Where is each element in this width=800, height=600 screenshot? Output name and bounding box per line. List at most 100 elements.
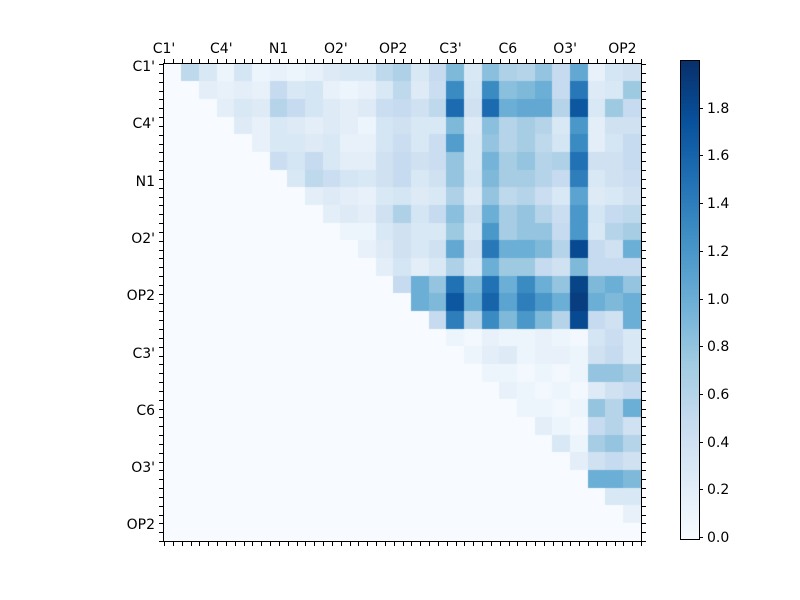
- tick-mark: [642, 108, 646, 109]
- tick-mark: [159, 338, 163, 339]
- tick-mark: [642, 356, 646, 357]
- tick-mark: [341, 542, 342, 546]
- y-tick-label: C6: [136, 402, 155, 419]
- tick-mark: [159, 435, 163, 436]
- tick-mark: [642, 329, 646, 330]
- tick-mark: [642, 462, 646, 463]
- tick-mark: [314, 59, 315, 63]
- x-tick-label: C3': [439, 41, 462, 57]
- tick-mark: [420, 542, 421, 546]
- tick-mark: [297, 59, 298, 63]
- y-tick-label: O3': [131, 460, 155, 477]
- tick-mark: [642, 205, 646, 206]
- tick-mark: [642, 391, 646, 392]
- y-tick-label: OP2: [126, 288, 155, 305]
- colorbar-tick-mark: [699, 155, 703, 156]
- x-tick-label: N1: [268, 41, 289, 57]
- tick-mark: [244, 542, 245, 546]
- tick-mark: [615, 542, 616, 546]
- tick-mark: [159, 126, 163, 127]
- colorbar-gradient: [681, 61, 699, 539]
- tick-mark: [526, 542, 527, 546]
- tick-mark: [517, 59, 518, 63]
- tick-mark: [159, 426, 163, 427]
- tick-mark: [159, 64, 163, 65]
- colorbar-tick-mark: [699, 394, 703, 395]
- tick-mark: [642, 232, 646, 233]
- tick-mark: [159, 285, 163, 286]
- tick-mark: [642, 409, 646, 410]
- tick-mark: [159, 400, 163, 401]
- x-tick-label: OP2: [608, 41, 637, 57]
- tick-mark: [438, 59, 439, 63]
- tick-mark: [159, 453, 163, 454]
- colorbar-tick-mark: [699, 251, 703, 252]
- tick-mark: [314, 542, 315, 546]
- tick-mark: [642, 197, 646, 198]
- tick-mark: [642, 214, 646, 215]
- tick-mark: [332, 542, 333, 546]
- tick-mark: [615, 59, 616, 63]
- tick-mark: [642, 364, 646, 365]
- x-tick-label: O3': [553, 41, 577, 57]
- y-tick-label: OP2: [126, 517, 155, 534]
- tick-mark: [623, 542, 624, 546]
- tick-mark: [562, 59, 563, 63]
- tick-mark: [159, 373, 163, 374]
- tick-mark: [473, 59, 474, 63]
- tick-mark: [642, 417, 646, 418]
- tick-mark: [270, 59, 271, 63]
- tick-mark: [159, 205, 163, 206]
- tick-mark: [642, 515, 646, 516]
- tick-mark: [159, 117, 163, 118]
- tick-mark: [376, 59, 377, 63]
- tick-mark: [159, 497, 163, 498]
- tick-mark: [279, 542, 280, 546]
- tick-mark: [642, 250, 646, 251]
- tick-mark: [642, 285, 646, 286]
- tick-mark: [500, 59, 501, 63]
- tick-mark: [588, 59, 589, 63]
- tick-mark: [642, 444, 646, 445]
- tick-mark: [641, 542, 642, 546]
- tick-mark: [394, 59, 395, 63]
- tick-mark: [235, 59, 236, 63]
- tick-mark: [350, 59, 351, 63]
- tick-mark: [332, 59, 333, 63]
- tick-mark: [642, 470, 646, 471]
- tick-mark: [526, 59, 527, 63]
- tick-mark: [182, 542, 183, 546]
- tick-mark: [623, 59, 624, 63]
- tick-mark: [279, 59, 280, 63]
- colorbar-tick-label: 1.6: [707, 148, 730, 164]
- tick-mark: [159, 409, 163, 410]
- tick-mark: [159, 470, 163, 471]
- colorbar-tick-mark: [699, 299, 703, 300]
- tick-mark: [642, 320, 646, 321]
- tick-mark: [159, 73, 163, 74]
- tick-mark: [642, 532, 646, 533]
- tick-mark: [579, 59, 580, 63]
- tick-mark: [159, 170, 163, 171]
- tick-mark: [642, 506, 646, 507]
- tick-mark: [252, 59, 253, 63]
- tick-mark: [341, 59, 342, 63]
- tick-mark: [159, 152, 163, 153]
- x-tick-label: O2': [324, 41, 348, 57]
- tick-mark: [191, 59, 192, 63]
- tick-mark: [491, 59, 492, 63]
- tick-mark: [500, 542, 501, 546]
- tick-mark: [456, 59, 457, 63]
- tick-mark: [159, 91, 163, 92]
- tick-mark: [553, 542, 554, 546]
- tick-mark: [509, 59, 510, 63]
- tick-mark: [588, 542, 589, 546]
- tick-mark: [159, 311, 163, 312]
- x-tick-label: OP2: [379, 41, 408, 57]
- tick-mark: [182, 59, 183, 63]
- tick-mark: [642, 523, 646, 524]
- tick-mark: [159, 329, 163, 330]
- y-tick-label: N1: [135, 173, 155, 190]
- tick-mark: [642, 64, 646, 65]
- colorbar-tick-mark: [699, 537, 703, 538]
